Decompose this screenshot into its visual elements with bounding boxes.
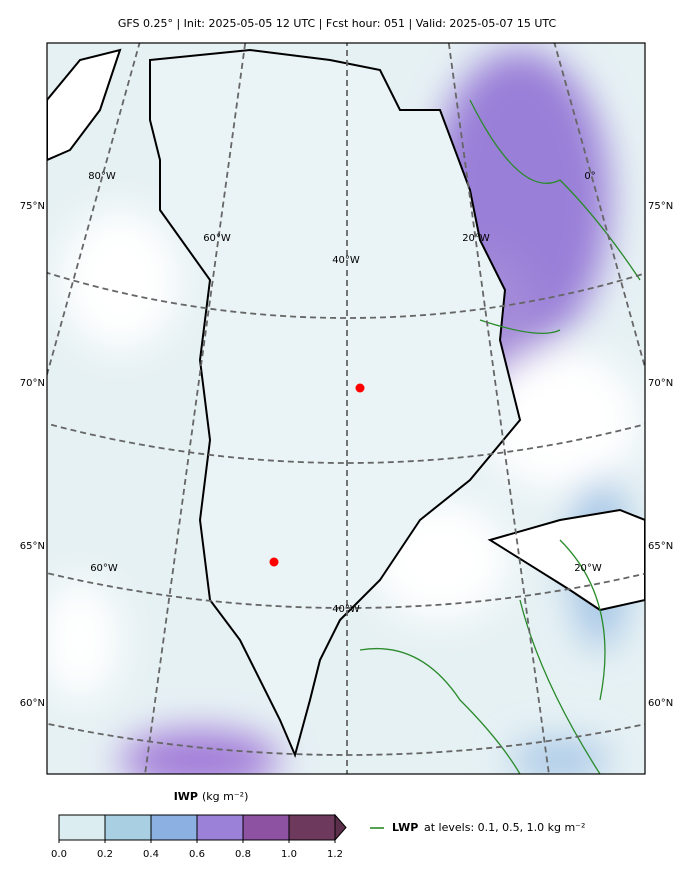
colorbar-tick-label: 0.8 — [235, 849, 251, 860]
lon-label: 60°W — [203, 233, 231, 244]
lat-label: 70°N — [20, 378, 45, 389]
station-marker — [269, 557, 279, 567]
lat-label: 70°N — [648, 378, 673, 389]
colorbar-segment — [289, 815, 335, 840]
legend-text: at levels: 0.1, 0.5, 1.0 kg m⁻² — [424, 821, 585, 834]
legend-name: LWP — [392, 821, 418, 834]
colorbar-segment — [151, 815, 197, 840]
lon-label: 20°W — [462, 233, 490, 244]
lat-label: 75°N — [20, 201, 45, 212]
colorbar-segment — [59, 815, 105, 840]
lon-label: 20°W — [574, 563, 602, 574]
colorbar-segment — [105, 815, 151, 840]
lat-label: 60°N — [648, 698, 673, 709]
lon-label: 80°W — [88, 171, 116, 182]
colorbar-label: IWP — [174, 790, 198, 803]
colorbar-tick-label: 0.6 — [189, 849, 205, 860]
lon-label: 40°W — [332, 604, 360, 615]
lon-label: 0° — [584, 171, 595, 182]
colorbar-tick-label: 0.0 — [51, 849, 67, 860]
colorbar-segment — [243, 815, 289, 840]
parallel — [47, 571, 645, 609]
meridian — [447, 43, 550, 774]
lat-label: 60°N — [20, 698, 45, 709]
colorbar-tick-label: 0.2 — [97, 849, 113, 860]
station-marker — [355, 383, 365, 393]
lat-label: 65°N — [20, 541, 45, 552]
lat-label: 75°N — [648, 201, 673, 212]
lon-label: 40°W — [332, 255, 360, 266]
colorbar-extend — [334, 813, 347, 842]
colorbar-tick-label: 0.4 — [143, 849, 159, 860]
colorbar-units: (kg m⁻²) — [202, 790, 248, 803]
lat-label: 65°N — [648, 541, 673, 552]
lon-label: 60°W — [90, 563, 118, 574]
map-frame — [46, 42, 646, 775]
title: GFS 0.25° | Init: 2025-05-05 12 UTC | Fc… — [118, 17, 557, 30]
meridian — [144, 43, 247, 774]
colorbar-segment — [197, 815, 243, 840]
colorbar-tick-label: 1.2 — [327, 849, 343, 860]
colorbar-tick-label: 1.0 — [281, 849, 297, 860]
